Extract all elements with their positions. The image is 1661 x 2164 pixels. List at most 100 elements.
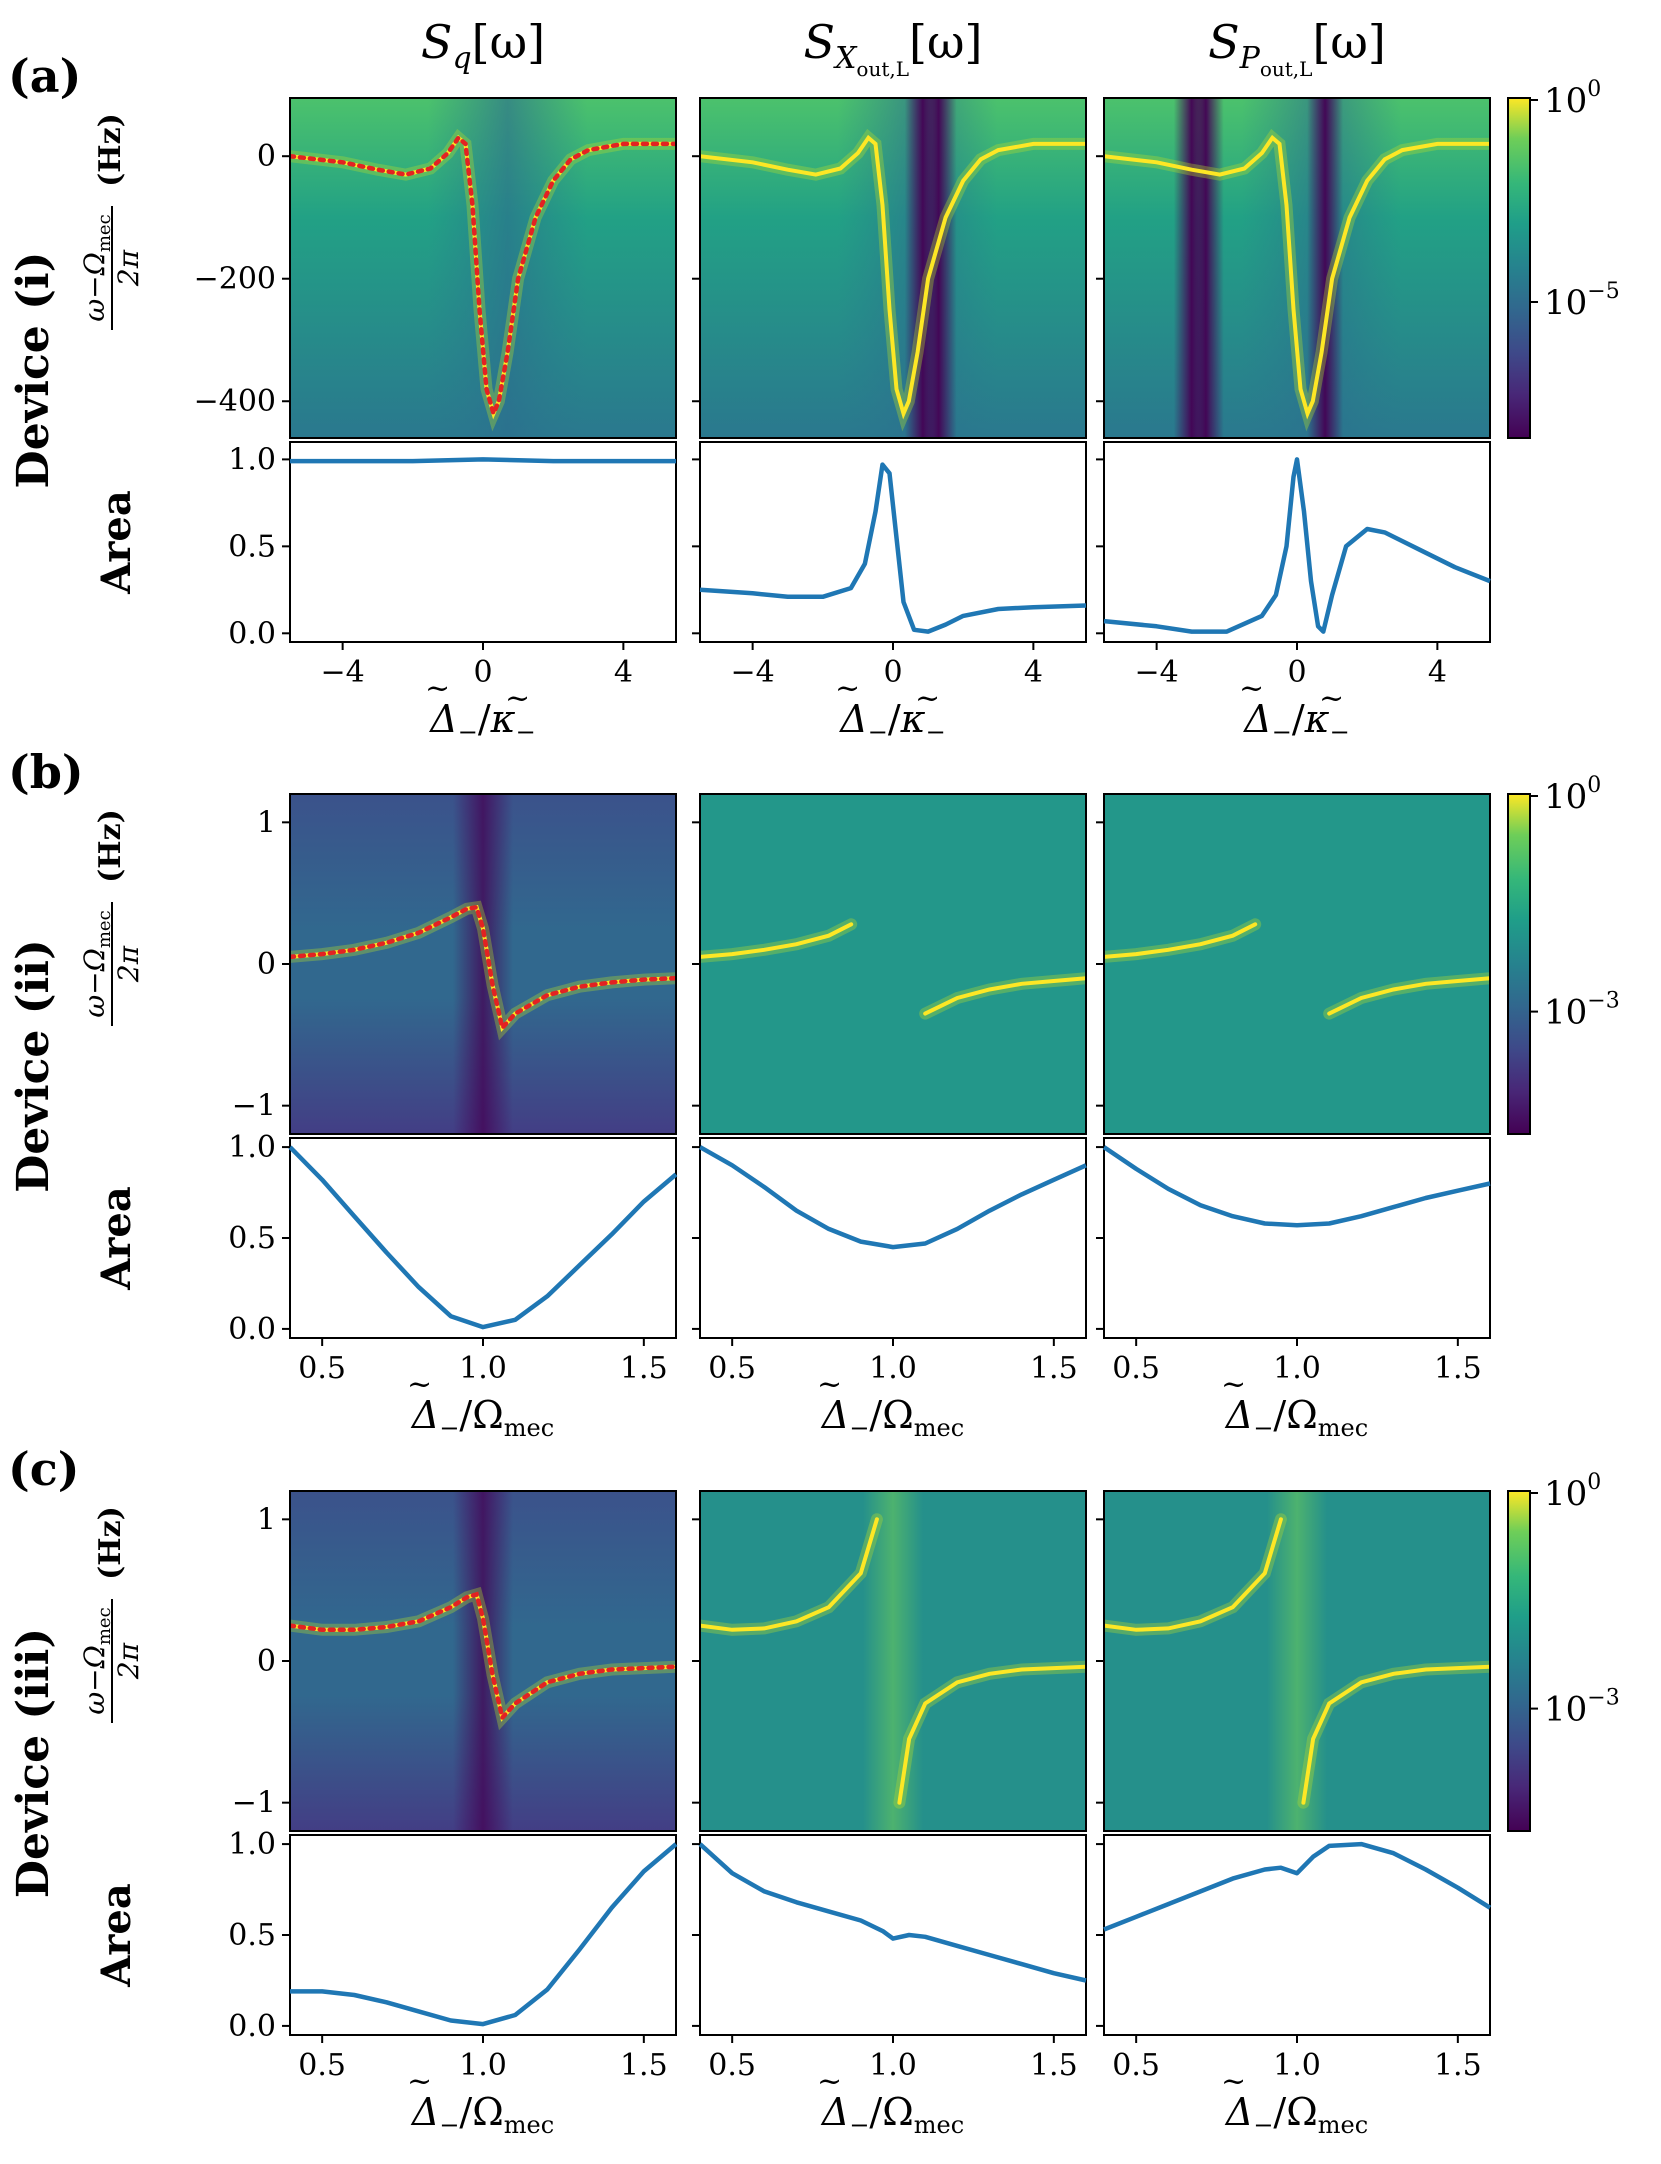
x-tick-label: 0.5 [708,1351,756,1386]
heatmap-0-2 [1104,98,1490,438]
tilde-mark: ~ [1221,2064,1246,2099]
panel-1-0: 1 0 −1 0.0 0.5 1.0 0.5 1.0 1.5 Δ−/Ωmec~ [228,793,678,1442]
x-tick-label: 0.5 [298,1351,346,1386]
ylabel-denominator: 2π [112,945,145,983]
x-axis-label: Δ−/Ωmec [820,1393,964,1442]
x-tick-label: 1.5 [1030,1351,1078,1386]
area-curve [290,1842,678,2027]
ylabel-denominator: 2π [112,249,145,287]
column-title-3: SPout,L[ω] [1208,15,1386,81]
peak-frequency-line [290,1591,676,1723]
colorbar: 100 10−3 [1507,773,1620,1135]
ylabel-hz: (Hz) [93,1506,128,1580]
ridge-line [1301,1664,1490,1805]
area-frame [1103,1137,1491,1339]
peak-frequency-line [290,134,676,421]
x-tick-label: 4 [614,655,633,690]
ridge-line [1104,922,1258,959]
heatmap-2-0 [290,1491,676,1831]
x-axis-label: Δ−/Ωmec [410,2090,554,2139]
area-curve [698,1842,1087,1983]
ridge-line [700,134,1086,420]
x-tick-label: 1.5 [1434,1351,1482,1386]
area-curve [698,1145,1087,1250]
heatmap-band [290,98,676,438]
heatmap-frame [699,97,1087,439]
ylabel-denominator: 2π [112,1642,145,1680]
device-label: Device (ii) [8,939,59,1193]
ylabel-hz: (Hz) [93,809,128,883]
x-axis-label: Δ−/Ωmec [410,1393,554,1442]
y-tick-label: 0 [257,1644,276,1679]
x-tick-label: −4 [321,655,365,690]
panel-label: (b) [8,745,84,799]
area-y-tick-label: 0.5 [228,1221,276,1256]
colorbar-gradient [1507,1490,1531,1832]
area-curve [1103,457,1491,634]
area-frame [289,1834,677,2036]
tilde-mark: ~ [505,681,530,716]
ylabel-hz: (Hz) [93,113,128,187]
ridge-line [1104,1517,1283,1632]
panel-2-1: 0.5 1.0 1.5 Δ−/Ωmec~ [692,1490,1087,2139]
dark-band [453,1491,513,1831]
heatmap-0-0 [290,98,676,438]
ylabel-numerator: ω−Ωmec [78,910,115,1017]
ridge-line [700,922,854,959]
colorbar-tick-label: 10−3 [1544,989,1620,1033]
x-tick-label: 0.5 [1112,1351,1160,1386]
x-tick-label: 0 [473,655,492,690]
column-title-2: SXout,L[ω] [804,15,983,81]
y-tick-label: 1 [257,1502,276,1537]
heatmap-1-1 [700,794,1086,1134]
x-tick-label: 1.0 [869,1351,917,1386]
heatmap-background [700,794,1086,1134]
y-tick-label: −400 [194,384,276,419]
colorbar: 100 10−5 [1507,77,1620,439]
area-curve [288,1145,678,1330]
x-axis-label: Δ−/κ− [428,697,535,746]
panel-0-0: 0 −200 −400 0.0 0.5 1.0 −4 0 4 Δ−/κ−~ ~ [194,97,677,746]
tilde-mark: ~ [407,1367,432,1402]
tilde-mark: ~ [1319,681,1344,716]
panel-label: (c) [8,1442,80,1496]
ylabel-numerator: ω−Ωmec [78,1607,115,1714]
panel-1-2: 0.5 1.0 1.5 Δ−/Ωmec~ [1096,793,1491,1442]
area-curve [1102,1145,1491,1228]
x-tick-label: 4 [1024,655,1043,690]
colorbar-tick-label: 10−3 [1544,1686,1620,1730]
area-frame [699,441,1087,643]
x-tick-label: 1.0 [459,2048,507,2083]
area-frame [699,1834,1087,2036]
area-frame [289,441,677,643]
area-curve [699,462,1087,634]
area-frame [289,1137,677,1339]
area-curve [290,457,676,464]
area-curve [1103,1841,1492,1932]
heatmap-1-2 [1104,794,1490,1134]
glow-band [1267,1491,1327,1831]
x-tick-label: 1.0 [459,1351,507,1386]
ridge-line [923,976,1086,1016]
area-frame [1103,1834,1491,2036]
colorbar: 100 10−3 [1507,1470,1620,1832]
area-label: Area [93,1883,140,1987]
x-tick-label: 0 [883,655,902,690]
tilde-mark: ~ [817,1367,842,1402]
ylabel-numerator: ω−Ωmec [78,214,115,321]
heatmap-background [1104,794,1490,1134]
y-tick-label: −1 [232,1786,276,1821]
column-title-1: Sq[ω] [421,15,545,76]
area-y-tick-label: 1.0 [228,1130,276,1165]
x-tick-label: 0.5 [708,2048,756,2083]
area-y-tick-label: 1.0 [228,442,276,477]
x-tick-label: −4 [731,655,775,690]
x-tick-label: 0.5 [298,2048,346,2083]
row-0: (a)Device (i) ω−Ωmec2π(Hz)Area0−200−4000.… [8,49,1620,746]
tilde-mark: ~ [835,671,860,706]
y-tick-label: −1 [232,1089,276,1124]
heatmap-2-1 [700,1491,1086,1831]
